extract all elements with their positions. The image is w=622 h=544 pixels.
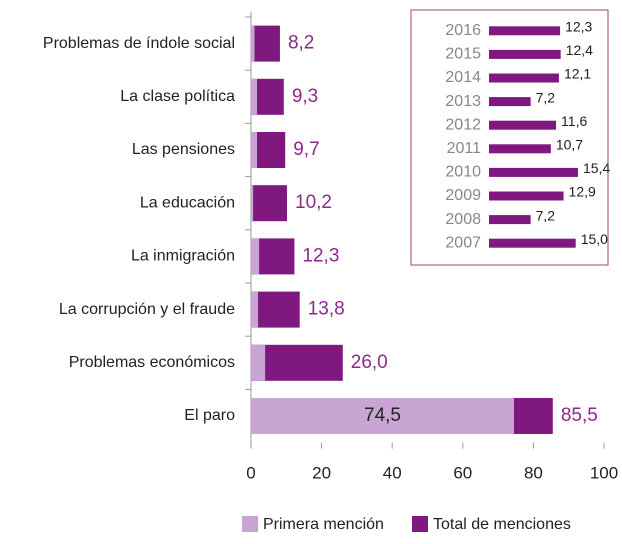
value-label: 85,5 [561, 405, 598, 426]
value-label: 9,3 [292, 86, 318, 107]
bar [489, 191, 564, 201]
bar [251, 185, 254, 222]
x-tick-label: 100 [590, 463, 618, 482]
value-label: 8,2 [288, 33, 314, 54]
y-tick-label: Las pensiones [132, 141, 235, 158]
bar [489, 49, 561, 59]
bar [489, 120, 557, 130]
y-tick-label: 2012 [445, 116, 481, 133]
y-tick-label: 2011 [447, 140, 482, 157]
y-tick-label: 2008 [445, 211, 481, 228]
y-tick-label: 2014 [445, 69, 481, 86]
bar [489, 167, 579, 177]
y-tick-label: 2015 [445, 46, 481, 63]
bar [251, 132, 258, 168]
bar [489, 144, 551, 154]
x-tick-label: 40 [383, 463, 402, 482]
value-label: 7,2 [536, 207, 556, 223]
y-tick-label: 2016 [445, 22, 481, 39]
bar [251, 78, 258, 115]
y-tick-label: 2007 [445, 234, 481, 251]
value-label: 12,4 [566, 42, 593, 58]
bar [251, 25, 255, 62]
bar [489, 238, 576, 248]
y-tick-label: La corrupción y el fraude [59, 301, 235, 318]
y-tick-label: 2010 [445, 164, 481, 181]
bar [489, 26, 561, 36]
bar [251, 238, 260, 275]
bar [251, 25, 280, 62]
bar [489, 73, 559, 83]
y-tick-label: La inmigración [131, 248, 235, 265]
x-tick-label: 80 [524, 463, 543, 482]
bar [251, 344, 266, 381]
value-label: 74,5 [364, 405, 401, 426]
value-label: 9,7 [293, 139, 319, 160]
value-label: 10,7 [556, 137, 583, 153]
bar [489, 215, 531, 225]
value-label: 26,0 [351, 352, 388, 373]
y-tick-label: La clase política [120, 88, 235, 105]
value-label: 12,1 [564, 66, 591, 82]
value-label: 13,8 [308, 299, 345, 320]
value-label: 7,2 [536, 89, 556, 105]
value-label: 15,0 [581, 231, 608, 247]
y-tick-label: 2013 [445, 93, 481, 110]
bar [489, 97, 531, 107]
value-label: 15,4 [583, 160, 610, 176]
bar [251, 344, 343, 381]
legend-swatch [242, 516, 258, 532]
y-tick-label: Problemas de índole social [43, 35, 235, 52]
x-tick-label: 20 [312, 463, 331, 482]
x-tick-label: 60 [453, 463, 472, 482]
legend-swatch [412, 516, 428, 532]
bar [251, 398, 514, 434]
bar [251, 291, 300, 328]
value-label: 10,2 [295, 192, 332, 213]
value-label: 11,6 [561, 113, 587, 129]
value-label: 12,3 [565, 19, 592, 35]
value-label: 12,3 [302, 245, 339, 266]
x-tick-label: 0 [246, 463, 255, 482]
y-tick-label: 2009 [445, 187, 481, 204]
y-tick-label: La educación [140, 194, 235, 211]
bar [251, 291, 259, 328]
legend-label: Primera mención [263, 516, 384, 533]
legend-label: Total de menciones [433, 516, 571, 533]
value-label: 12,9 [569, 184, 596, 200]
bar [251, 185, 288, 222]
y-tick-label: Problemas económicos [69, 354, 235, 371]
y-tick-label: El paro [184, 407, 235, 424]
